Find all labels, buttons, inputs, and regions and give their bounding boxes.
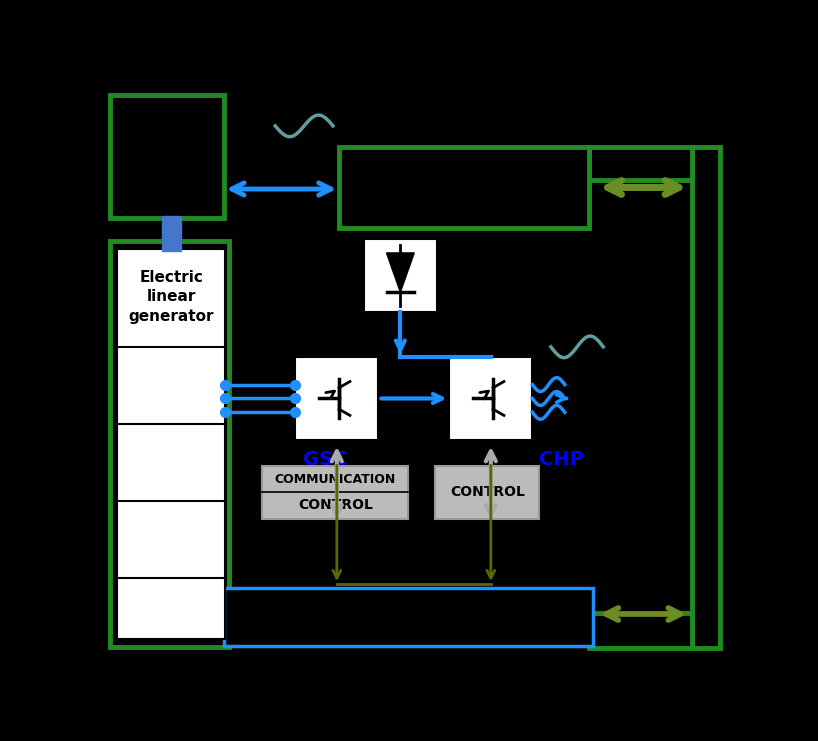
Text: CONTROL: CONTROL <box>298 499 373 513</box>
Bar <box>364 239 437 312</box>
Bar <box>223 588 593 645</box>
Bar <box>449 357 533 440</box>
Text: COMMUNICATION: COMMUNICATION <box>275 473 396 486</box>
Bar <box>590 613 692 648</box>
Text: GSC: GSC <box>303 450 348 469</box>
Polygon shape <box>386 253 414 292</box>
Bar <box>435 466 539 519</box>
Text: Electric
linear
generator: Electric linear generator <box>128 270 214 324</box>
Bar <box>590 147 692 180</box>
Text: CHP: CHP <box>538 450 583 469</box>
Bar <box>295 357 379 440</box>
Bar <box>339 147 590 227</box>
Bar <box>110 95 223 219</box>
Bar <box>110 242 229 647</box>
Bar <box>118 249 225 639</box>
Bar <box>162 216 181 250</box>
Bar <box>692 147 721 648</box>
Bar <box>262 466 408 519</box>
Text: CONTROL: CONTROL <box>450 485 525 499</box>
